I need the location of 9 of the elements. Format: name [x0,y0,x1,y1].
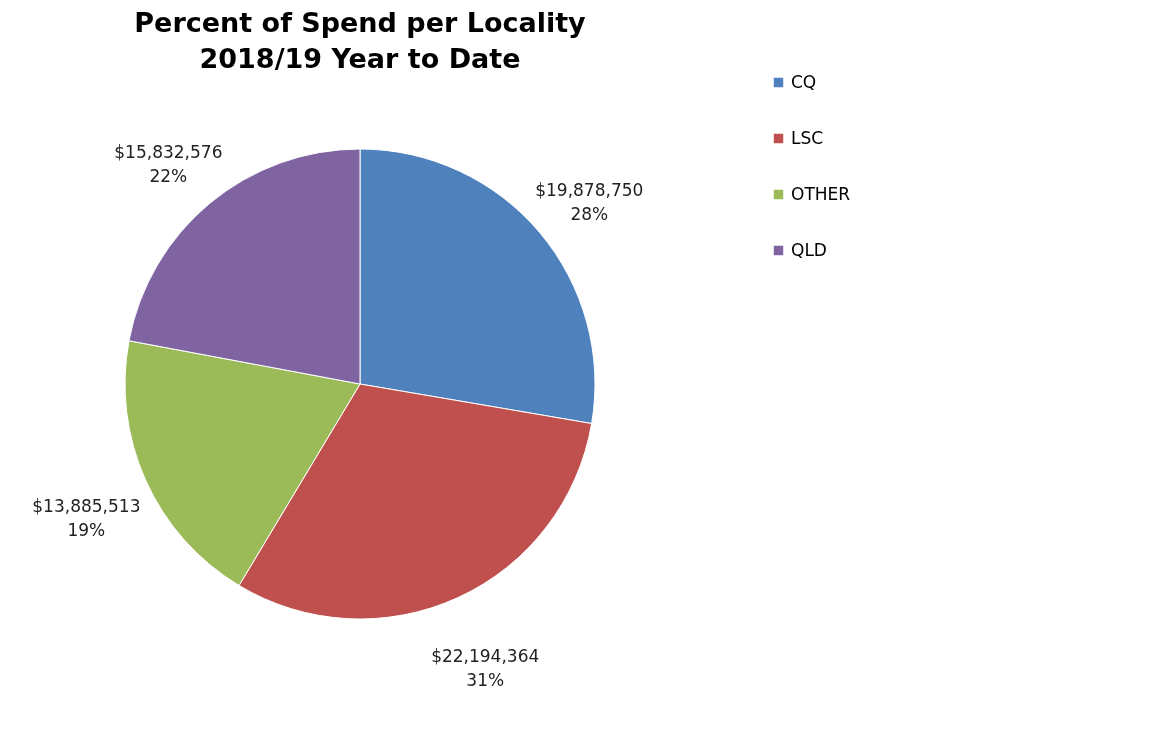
legend-label: CQ [791,71,817,92]
chart-title: Percent of Spend per Locality 2018/19 Year to Date [134,7,587,74]
data-label: $13,885,513 19% [32,496,141,541]
data-label: $15,832,576 22% [114,142,223,187]
data-label: $19,878,750 28% [535,179,644,224]
legend-label: LSC [791,127,824,148]
data-label: $22,194,364 31% [431,645,540,690]
legend-label: QLD [791,239,827,260]
legend-label: OTHER [791,183,851,204]
